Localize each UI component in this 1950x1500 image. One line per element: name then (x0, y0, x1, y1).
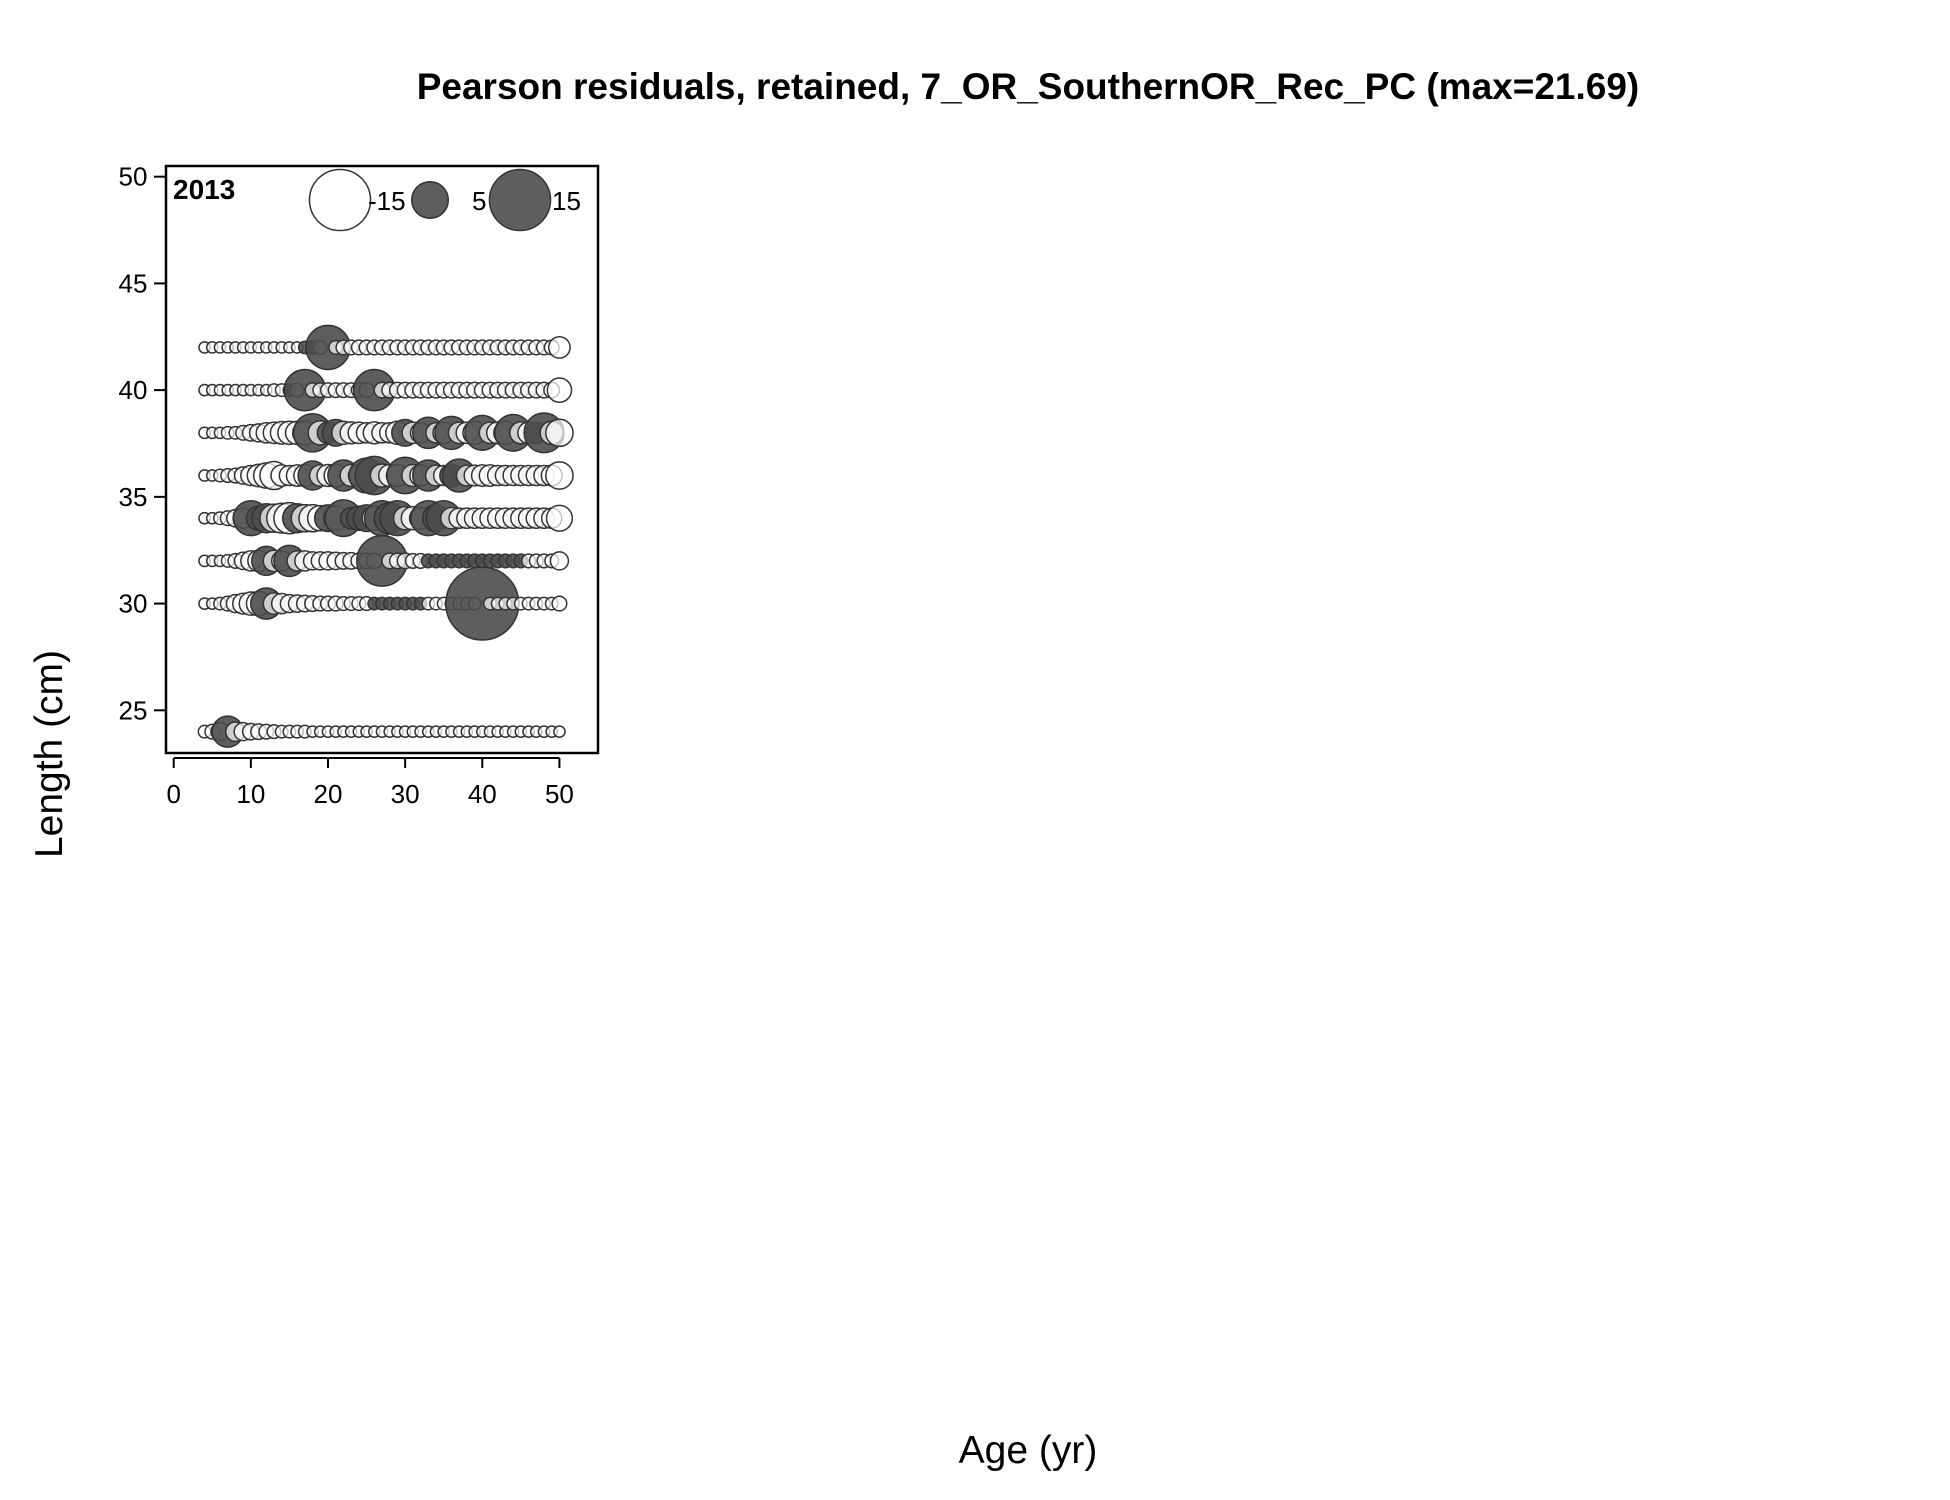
x-tick-label: 10 (236, 779, 265, 809)
residual-bubble (546, 377, 573, 403)
x-tick-label: 40 (468, 779, 497, 809)
row-length-30 (198, 566, 568, 641)
residual-bubble (545, 418, 574, 448)
legend-bubble (308, 168, 372, 232)
row-length-36 (198, 455, 574, 496)
legend-label: -15 (368, 186, 406, 216)
x-tick-label: 0 (166, 779, 180, 809)
y-tick-label: 50 (119, 162, 148, 192)
legend-label: 15 (552, 186, 581, 216)
x-axis-title: Age (yr) (959, 1429, 1098, 1472)
row-length-32 (198, 534, 570, 587)
x-tick-label: 30 (391, 779, 420, 809)
y-tick-label: 45 (119, 268, 148, 298)
residual-bubble (551, 595, 568, 612)
x-axis: 0 10 20 30 40 50 (166, 757, 574, 809)
residual-bubble (547, 336, 571, 359)
x-tick-label: 50 (545, 779, 574, 809)
y-tick-label: 30 (119, 589, 148, 619)
y-tick-label: 25 (119, 695, 148, 725)
row-length-42 (198, 324, 571, 371)
y-tick-label: 35 (119, 482, 148, 512)
residual-bubble (545, 504, 574, 532)
y-axis: 25 30 35 40 45 50 (119, 162, 167, 725)
legend-bubble (488, 168, 552, 232)
chart-title: Pearson residuals, retained, 7_OR_Southe… (417, 66, 1640, 107)
panel-label: 2013 (173, 174, 235, 205)
residual-bubble (549, 551, 570, 571)
row-length-38 (198, 412, 574, 454)
row-length-24 (197, 715, 566, 748)
residual-bubble (545, 461, 574, 490)
residual-rows (197, 324, 574, 748)
legend-label: 5 (472, 186, 486, 216)
y-axis-title: Length (cm) (28, 650, 71, 858)
legend-bubble (410, 180, 450, 220)
row-length-40 (198, 368, 573, 412)
x-tick-label: 20 (314, 779, 343, 809)
residual-bubble (553, 725, 566, 739)
legend: -15 5 15 (308, 168, 581, 232)
row-length-34 (198, 499, 574, 538)
y-tick-label: 40 (119, 375, 148, 405)
